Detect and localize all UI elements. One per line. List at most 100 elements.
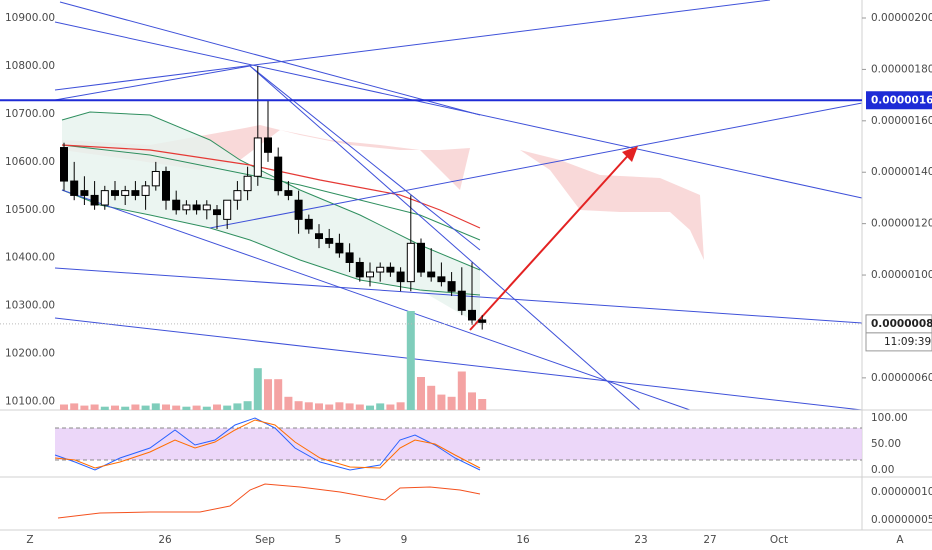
- volume-bar: [427, 385, 436, 410]
- volume-bar: [355, 404, 364, 410]
- candle-body: [131, 190, 140, 196]
- volume-bar: [315, 403, 323, 410]
- candle-body: [315, 233, 323, 240]
- corner-label: A: [896, 534, 904, 546]
- candle-body: [100, 190, 109, 206]
- y-tick-label: 10900.00: [5, 12, 55, 24]
- volume-bar: [243, 401, 252, 410]
- candle-body: [223, 199, 232, 220]
- y2-tick-label: 0.00000140: [871, 166, 932, 178]
- candle-body: [478, 319, 487, 323]
- candle-body: [294, 199, 303, 220]
- volume-bar: [447, 396, 456, 410]
- band-upper: [61, 111, 481, 271]
- volume-bar: [253, 368, 262, 410]
- x-tick-label: Oct: [770, 534, 788, 546]
- candle-body: [284, 190, 293, 196]
- y-tick-label: 10100.00: [5, 395, 55, 407]
- volume-bar: [151, 403, 160, 410]
- volume-bar: [335, 402, 344, 410]
- lower-indicator: [57, 483, 481, 519]
- price-tag: [866, 91, 932, 110]
- x-tick-label: 16: [516, 534, 530, 546]
- candle-body: [304, 218, 313, 230]
- candle-body: [111, 190, 119, 196]
- volume-bar: [264, 379, 272, 410]
- candle-body: [121, 190, 130, 196]
- y-tick-label: 10800.00: [5, 60, 55, 72]
- y2-tick-label: 0.00000060: [871, 372, 932, 384]
- y-tick-label: 10600.00: [5, 156, 55, 168]
- candle-body: [406, 242, 415, 283]
- corner-label: Z: [26, 534, 33, 546]
- band-lower: [61, 189, 481, 296]
- y-tick-label: 10500.00: [5, 204, 55, 216]
- candle-body: [427, 271, 436, 278]
- x-tick-label: 9: [401, 534, 408, 546]
- volume-bar: [172, 405, 181, 410]
- volume-bar: [468, 392, 476, 410]
- y-tick-label: 10200.00: [5, 347, 55, 359]
- candle-body: [70, 180, 79, 196]
- volume-bar: [325, 404, 334, 410]
- candle-body: [264, 137, 272, 153]
- ma-line: [61, 144, 481, 229]
- stoch-tick-label: 50.00: [871, 438, 901, 450]
- stoch-band: [55, 428, 862, 460]
- y2-tick-label: 0.00000120: [871, 218, 932, 230]
- volume-bar: [417, 377, 425, 410]
- volume-bar: [121, 406, 130, 410]
- volume-bar: [182, 406, 191, 410]
- candle-body: [182, 204, 191, 211]
- candle-body: [437, 276, 446, 283]
- candle-body: [325, 238, 334, 244]
- x-tick-label: 26: [158, 534, 172, 546]
- volume-bar: [100, 406, 109, 410]
- arrow-head: [622, 146, 638, 162]
- band-mid: [61, 144, 481, 241]
- volume-bar: [386, 404, 395, 410]
- arrow: [469, 149, 634, 331]
- candle-body: [141, 185, 150, 196]
- volume-bar: [80, 405, 89, 410]
- y2-tick-label: 0.00000160: [871, 115, 932, 127]
- candle-body: [90, 194, 99, 206]
- candle-body: [396, 271, 405, 283]
- volume-bar: [396, 402, 405, 410]
- volume-bar: [202, 406, 211, 410]
- channel-fill: [62, 112, 480, 325]
- lower-tick-label: 0.00000005: [871, 514, 932, 526]
- countdown-tag: [865, 332, 932, 352]
- volume-bar: [478, 399, 487, 410]
- candle-body: [386, 266, 395, 273]
- candle-body: [335, 242, 344, 254]
- volume-bar: [111, 405, 119, 410]
- y2-tick-label: 0.00000200: [871, 12, 932, 24]
- candle-body: [80, 190, 89, 196]
- volume-bar: [141, 405, 150, 410]
- volume-bar: [274, 379, 283, 410]
- volume-bar: [345, 403, 354, 410]
- volume-bar: [162, 404, 170, 410]
- stoch-d: [54, 419, 481, 469]
- x-tick-label: 23: [634, 534, 647, 546]
- volume-bar: [457, 371, 466, 410]
- candle-body: [172, 199, 181, 211]
- volume-bar: [376, 403, 385, 410]
- candle-body: [151, 170, 160, 187]
- volume-bar: [406, 311, 415, 410]
- candle-body: [213, 209, 221, 216]
- y-tick-label: 10700.00: [5, 108, 55, 120]
- lower-tick-label: 0.00000010: [871, 486, 932, 498]
- candle-body: [274, 156, 283, 192]
- volume-bar: [304, 402, 313, 410]
- volume-bar: [60, 404, 68, 410]
- x-tick-label: Sep: [255, 534, 275, 546]
- y-tick-label: 10300.00: [5, 300, 55, 312]
- candle-body: [345, 252, 354, 263]
- volume-bar: [233, 403, 242, 410]
- y2-tick-label: 0.00000180: [871, 63, 932, 75]
- volume-bar: [223, 405, 232, 410]
- volume-bar: [437, 394, 446, 410]
- candle-body: [233, 190, 242, 201]
